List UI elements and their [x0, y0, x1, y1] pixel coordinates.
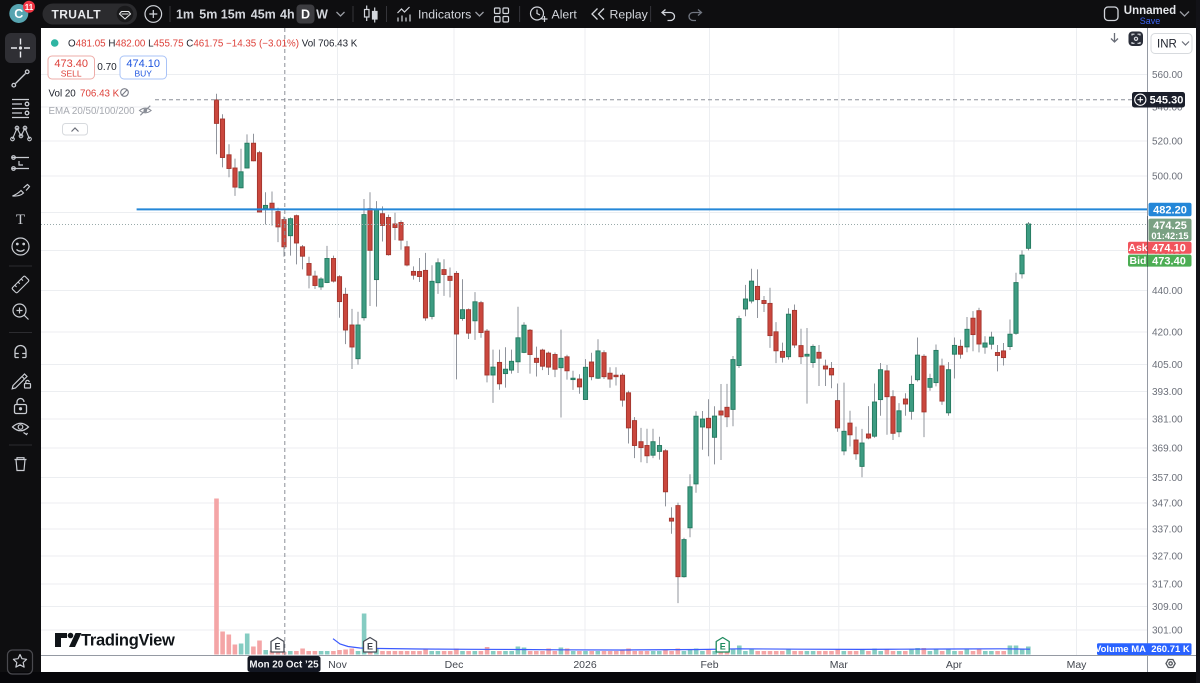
svg-text:260.71 K: 260.71 K — [1151, 644, 1190, 655]
svg-text:Bid: Bid — [1130, 255, 1147, 267]
svg-text:E: E — [367, 641, 373, 651]
svg-text:Apr: Apr — [946, 659, 963, 671]
svg-text:Alert: Alert — [552, 8, 578, 22]
svg-text:369.00: 369.00 — [1152, 443, 1183, 454]
svg-text:545.30: 545.30 — [1150, 95, 1184, 107]
svg-text:474.10: 474.10 — [126, 58, 160, 70]
svg-text:E: E — [274, 641, 280, 651]
svg-text:E: E — [720, 641, 726, 651]
svg-text:BUY: BUY — [134, 69, 152, 79]
svg-text:Vol 20: Vol 20 — [49, 88, 77, 99]
svg-text:474.25: 474.25 — [1153, 220, 1187, 232]
svg-text:347.00: 347.00 — [1152, 498, 1183, 509]
svg-text:474.10: 474.10 — [1152, 243, 1186, 255]
svg-text:Save: Save — [1140, 16, 1161, 26]
svg-text:01:42:15: 01:42:15 — [1151, 231, 1188, 241]
svg-text:405.00: 405.00 — [1152, 360, 1183, 371]
svg-text:317.00: 317.00 — [1152, 579, 1183, 590]
svg-text:309.00: 309.00 — [1152, 602, 1183, 613]
svg-text:482.20: 482.20 — [1153, 205, 1187, 217]
svg-text:T: T — [16, 212, 25, 228]
svg-text:473.40: 473.40 — [1152, 255, 1186, 267]
svg-text:520.00: 520.00 — [1152, 136, 1183, 147]
svg-text:706.43 K: 706.43 K — [80, 88, 120, 99]
svg-text:Feb: Feb — [700, 659, 718, 671]
svg-text:O481.05 H482.00 L455.75 C461.7: O481.05 H482.00 L455.75 C461.75 −14.35 (… — [68, 39, 358, 50]
svg-text:327.00: 327.00 — [1152, 552, 1183, 563]
svg-text:301.00: 301.00 — [1152, 626, 1183, 637]
svg-text:May: May — [1067, 659, 1088, 671]
svg-text:Dec: Dec — [445, 659, 464, 671]
svg-text:Nov: Nov — [328, 659, 347, 671]
svg-text:Indicators: Indicators — [418, 8, 471, 22]
svg-text:Mar: Mar — [830, 659, 849, 671]
svg-text:357.00: 357.00 — [1152, 473, 1183, 484]
svg-text:500.00: 500.00 — [1152, 171, 1183, 182]
svg-text:1m: 1m — [176, 8, 194, 22]
svg-text:15m: 15m — [221, 8, 246, 22]
svg-text:5m: 5m — [199, 8, 217, 22]
svg-text:Ask: Ask — [1128, 242, 1147, 254]
svg-text:D: D — [301, 8, 310, 22]
svg-text:W: W — [316, 8, 328, 22]
svg-text:560.00: 560.00 — [1152, 70, 1183, 81]
svg-text:2026: 2026 — [573, 659, 597, 671]
svg-text:Replay: Replay — [610, 8, 649, 22]
svg-text:440.00: 440.00 — [1152, 286, 1183, 297]
svg-text:Volume MA: Volume MA — [1095, 644, 1146, 655]
svg-text:SELL: SELL — [61, 69, 82, 79]
svg-text:Mon 20 Oct ’25: Mon 20 Oct ’25 — [249, 659, 319, 670]
svg-text:11: 11 — [25, 3, 34, 12]
svg-text:420.00: 420.00 — [1152, 328, 1183, 339]
svg-text:337.00: 337.00 — [1152, 525, 1183, 536]
svg-text:0.70: 0.70 — [97, 62, 117, 73]
svg-text:TRUALT: TRUALT — [52, 7, 102, 21]
svg-text:C: C — [14, 7, 23, 21]
svg-text:4h: 4h — [280, 8, 295, 22]
svg-text:381.00: 381.00 — [1152, 415, 1183, 426]
svg-text:473.40: 473.40 — [54, 58, 88, 70]
svg-text:393.00: 393.00 — [1152, 387, 1183, 398]
svg-text:Unnamed: Unnamed — [1124, 5, 1176, 17]
svg-text:INR: INR — [1157, 39, 1177, 51]
svg-text:540.00: 540.00 — [1152, 103, 1183, 114]
svg-text:TradingView: TradingView — [81, 632, 175, 650]
svg-text:45m: 45m — [251, 8, 276, 22]
svg-text:EMA 20/50/100/200: EMA 20/50/100/200 — [49, 106, 136, 117]
